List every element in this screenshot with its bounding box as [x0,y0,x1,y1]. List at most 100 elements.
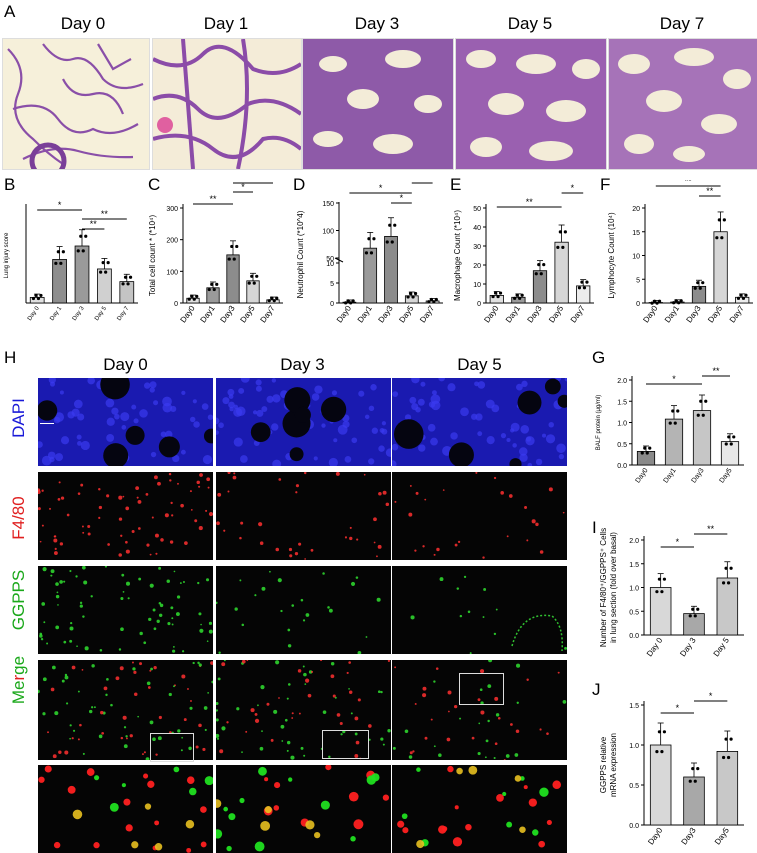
panel-label-h: H [4,348,17,367]
data-point [729,566,733,570]
bar [692,410,712,466]
data-point [408,291,413,296]
x-tick-label: Day3 [219,304,237,325]
if-image-green-day5 [392,566,567,654]
y-tick-label: 0.0 [617,463,627,470]
bar [554,241,569,304]
y-tick-label: 40 [473,225,481,232]
x-tick-label: Day0 [635,467,650,484]
y-tick-label: 1.5 [629,703,639,710]
x-tick-label: Day1 [663,304,681,325]
data-point [696,767,700,771]
y-tick-label: 100 [166,269,178,276]
y-axis-label-line: in lung section (fold over basal) [609,532,618,643]
data-point [657,730,662,734]
significance-label: ** [101,209,109,219]
data-point [192,297,196,301]
row-label-ggpps: GGPPS [9,569,28,631]
data-point [255,274,259,278]
data-point [677,301,681,305]
if-image-merge-day3 [216,660,391,760]
data-point [537,263,541,267]
data-point [676,409,680,413]
data-point [385,240,389,244]
data-point [696,281,700,285]
y-tick-label: 50 [473,206,481,213]
x-tick-label: Day3 [691,467,706,484]
x-tick-label: Day1 [199,304,217,325]
data-point [434,297,438,302]
data-point [195,294,199,298]
data-point [250,274,254,278]
data-point [726,581,731,585]
data-point [662,730,667,734]
chart-lung-injury: Lung injury score Day 0 Day 1 Day 3 Day 5 Day… [4,200,138,322]
data-point [272,299,276,303]
data-point [721,581,726,585]
bar [713,231,728,304]
zoom-region-box [150,733,194,762]
y-axis-label-line: Number of F4/80⁺/GGPPS⁺ Cells [599,528,608,647]
data-point [34,293,38,298]
x-tick-label: Day1 [356,304,374,325]
data-point [126,282,130,286]
data-point [349,301,353,305]
data-point [657,299,662,303]
data-point [388,223,392,227]
significance-label: ** [90,219,98,229]
if-day-label: Day 0 [103,355,148,374]
if-image-red-day0 [38,472,213,560]
data-point [367,237,371,241]
data-point [660,750,664,754]
data-point [674,299,678,303]
data-point [207,287,211,292]
data-point [542,263,546,267]
he-image-day1 [152,38,302,170]
significance-label: ** [707,524,715,534]
x-tick-label: Day0 [335,304,353,325]
data-point [696,607,700,611]
data-point [699,399,703,403]
data-point [101,261,105,265]
bar [716,751,739,826]
y-tick-label: 1.0 [617,421,627,428]
y-tick-label: 0 [174,301,178,308]
x-tick-label: Day 7 [117,305,131,322]
bar [649,744,672,826]
data-point [726,755,731,760]
if-image-red-day5 [392,472,567,560]
data-point [744,293,748,297]
y-tick-label: 5 [330,281,334,288]
panel-label-c: C [148,175,161,194]
data-point [346,299,350,303]
data-point [121,282,125,286]
significance-label: * [420,180,424,183]
x-tick-label: Day0 [179,304,197,325]
data-point [563,230,567,234]
y-tick-label: 300 [166,206,178,213]
data-point [660,590,664,594]
data-point [493,291,498,295]
data-point [688,779,692,783]
data-point [232,257,236,261]
significance-label: * [709,691,713,701]
y-tick-label: 30 [473,244,481,251]
significance-label: ** [706,186,714,196]
data-point [230,244,234,249]
data-point [691,607,695,611]
if-image-merge-day0 [38,660,213,760]
data-point [81,249,85,253]
x-tick-label: Day3 [685,304,703,325]
data-point [722,218,726,222]
significance-label: ** [526,197,534,207]
x-tick-label: Day 3 [678,636,698,659]
y-tick-label: 20 [632,206,640,213]
chart-ggpps-mrna: 0.0 0.5 1.0 1.5 GGPPS relativemRNA expressio… [599,691,744,846]
y-tick-label: 0.5 [617,442,627,449]
bar [532,270,548,304]
x-tick-label: Day 3 [72,305,86,322]
y-tick-label: 0.5 [629,783,639,790]
row-label-f480: F4/80 [9,496,28,540]
